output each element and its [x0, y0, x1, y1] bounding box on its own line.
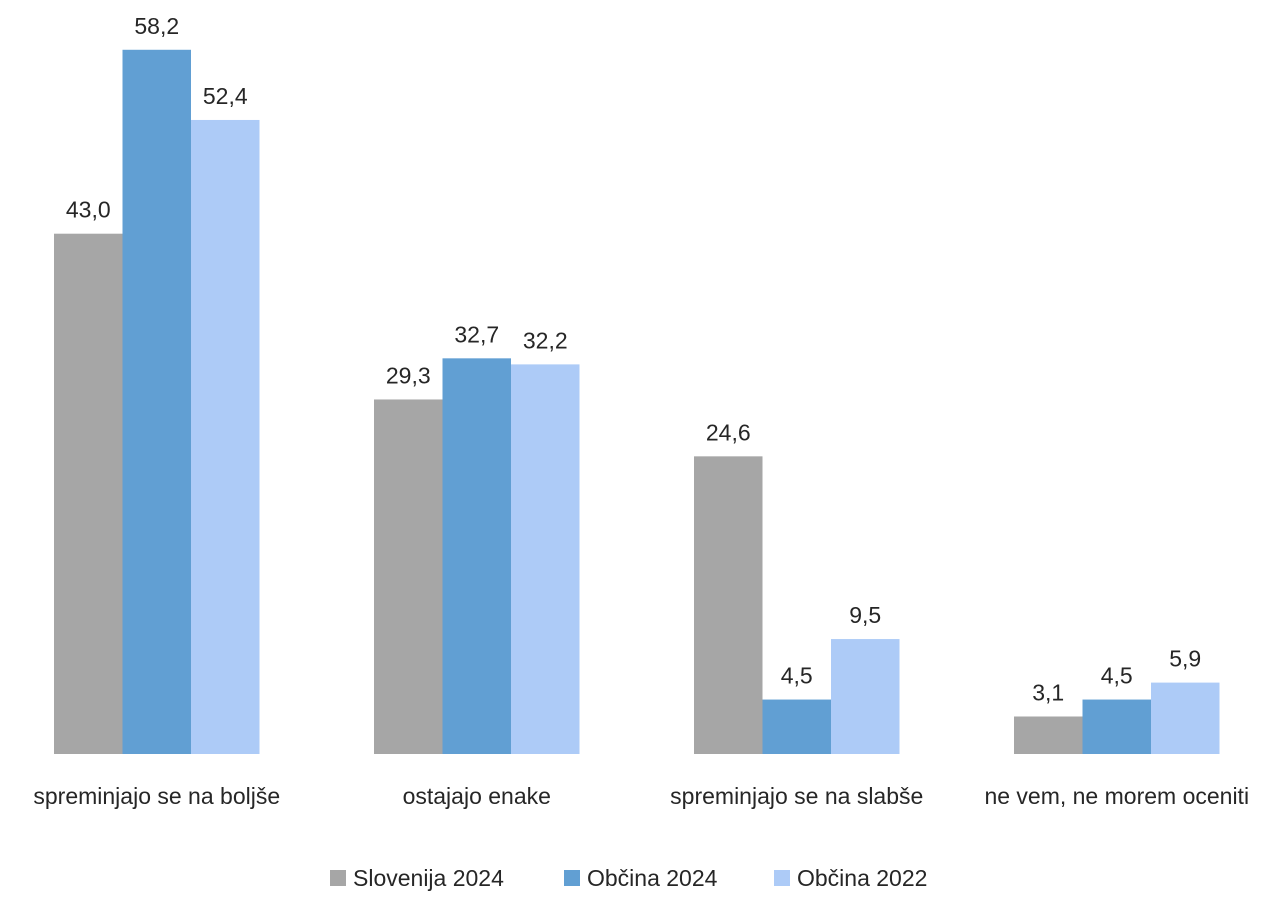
- bar-slovenija-2024-spreminjajo-se-na-boljse: [54, 233, 123, 754]
- data-label-obcina-2022-spreminjajo-se-na-boljse: 52,4: [203, 83, 248, 109]
- bars-layer: [54, 49, 1220, 754]
- bar-obcina-2024-spreminjajo-se-na-boljse: [122, 49, 191, 754]
- data-label-obcina-2022-ne-vem-ne-morem-oceniti: 5,9: [1169, 646, 1201, 672]
- bar-slovenija-2024-ne-vem-ne-morem-oceniti: [1014, 716, 1083, 754]
- category-label-spreminjajo-se-na-slabse: spreminjajo se na slabše: [670, 783, 923, 809]
- data-label-obcina-2024-spreminjajo-se-na-boljse: 58,2: [134, 13, 179, 39]
- legend-label-obcina-2024: Občina 2024: [587, 865, 718, 891]
- legend: Slovenija 2024 Občina 2024 Občina 2022: [330, 865, 927, 891]
- data-label-slovenija-2024-spreminjajo-se-na-boljse: 43,0: [66, 197, 111, 223]
- bar-obcina-2022-ostajajo-enake: [511, 364, 580, 754]
- legend-swatch-obcina-2022: [774, 870, 790, 886]
- data-label-slovenija-2024-ostajajo-enake: 29,3: [386, 362, 431, 388]
- bar-slovenija-2024-spreminjajo-se-na-slabse: [694, 456, 763, 754]
- bar-obcina-2024-ostajajo-enake: [442, 358, 511, 754]
- legend-swatch-obcina-2024: [564, 870, 580, 886]
- bar-obcina-2024-ne-vem-ne-morem-oceniti: [1082, 699, 1151, 754]
- legend-label-slovenija-2024: Slovenija 2024: [353, 865, 504, 891]
- category-label-spreminjajo-se-na-boljse: spreminjajo se na boljše: [33, 783, 280, 809]
- bar-obcina-2022-spreminjajo-se-na-boljse: [191, 119, 260, 754]
- category-label-ne-vem-ne-morem-oceniti: ne vem, ne morem oceniti: [984, 783, 1249, 809]
- category-label-ostajajo-enake: ostajajo enake: [403, 783, 551, 809]
- data-label-slovenija-2024-spreminjajo-se-na-slabse: 24,6: [706, 419, 751, 445]
- data-label-obcina-2024-ne-vem-ne-morem-oceniti: 4,5: [1101, 663, 1133, 689]
- data-label-obcina-2024-ostajajo-enake: 32,7: [454, 321, 499, 347]
- data-label-obcina-2022-spreminjajo-se-na-slabse: 9,5: [849, 602, 881, 628]
- category-labels-layer: spreminjajo se na boljše ostajajo enake sp…: [33, 783, 1249, 809]
- bar-slovenija-2024-ostajajo-enake: [374, 399, 443, 754]
- data-label-slovenija-2024-ne-vem-ne-morem-oceniti: 3,1: [1032, 679, 1064, 705]
- bar-obcina-2022-spreminjajo-se-na-slabse: [831, 639, 900, 754]
- legend-label-obcina-2022: Občina 2022: [797, 865, 927, 891]
- data-label-obcina-2024-spreminjajo-se-na-slabse: 4,5: [781, 663, 813, 689]
- legend-swatch-slovenija-2024: [330, 870, 346, 886]
- bar-obcina-2024-spreminjajo-se-na-slabse: [762, 699, 831, 754]
- value-labels-layer: 43,0 58,2 52,4 29,3 32,7 32,2 24,6 4,5 9,5 3,1 4,5…: [66, 13, 1201, 706]
- bar-obcina-2022-ne-vem-ne-morem-oceniti: [1151, 682, 1220, 754]
- data-label-obcina-2022-ostajajo-enake: 32,2: [523, 327, 568, 353]
